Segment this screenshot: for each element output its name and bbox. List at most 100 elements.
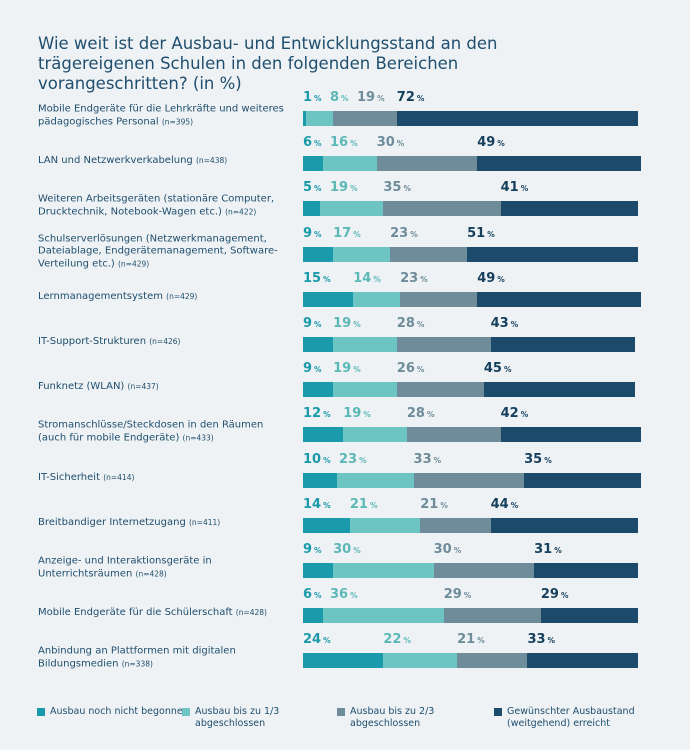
value-number: 51 bbox=[467, 225, 486, 241]
bar-segment bbox=[349, 517, 421, 533]
bar-segment bbox=[303, 608, 324, 624]
category-text: Anbindung an Plattformen mit digitalen B… bbox=[38, 645, 236, 670]
bar-segment bbox=[383, 201, 501, 217]
category-text: Mobile Endgeräte für die Schülerschaft bbox=[38, 606, 233, 618]
legend-label: Ausbau noch nicht begonnen bbox=[50, 706, 189, 717]
value-number: 21 bbox=[420, 496, 439, 512]
sample-size: (n=428) bbox=[135, 569, 167, 578]
bar-segment bbox=[333, 111, 397, 126]
value-number: 19 bbox=[333, 316, 352, 331]
value-number: 49 bbox=[477, 270, 496, 286]
sample-size: (n=429) bbox=[166, 291, 198, 301]
category-text: Lernmanagementsystem bbox=[38, 290, 163, 302]
value-label: 21% bbox=[350, 497, 378, 512]
value-unit: % bbox=[314, 320, 322, 329]
value-number: 19 bbox=[357, 90, 376, 105]
value-number: 16 bbox=[330, 135, 349, 151]
legend-item: Ausbau noch nicht begonnen bbox=[37, 706, 190, 718]
value-number: 28 bbox=[396, 316, 415, 331]
value-number: 36 bbox=[330, 587, 349, 603]
value-label: 21% bbox=[457, 632, 485, 647]
value-label: 49% bbox=[477, 135, 505, 150]
value-label: 30% bbox=[333, 542, 361, 557]
value-number: 19 bbox=[343, 406, 362, 422]
bar-segment bbox=[323, 156, 377, 172]
value-unit: % bbox=[314, 365, 322, 375]
value-number: 42 bbox=[500, 406, 519, 422]
category-text: IT-Support-Strukturen bbox=[38, 335, 147, 347]
value-label: 6% bbox=[303, 587, 322, 602]
value-unit: % bbox=[323, 636, 331, 646]
value-unit: % bbox=[373, 274, 381, 284]
value-number: 19 bbox=[330, 180, 349, 196]
bar-segment bbox=[343, 427, 407, 443]
bar-segment bbox=[477, 156, 642, 172]
sample-size: (n=433) bbox=[182, 433, 214, 443]
value-label: 9% bbox=[303, 361, 322, 376]
value-unit: % bbox=[510, 320, 519, 329]
category-label: Anzeige- und Interaktionsgeräte in Unter… bbox=[38, 556, 290, 581]
sample-size: (n=411) bbox=[188, 517, 221, 527]
value-number: 21 bbox=[349, 496, 368, 512]
value-number: 6 bbox=[303, 135, 313, 151]
bar-segment bbox=[303, 427, 344, 443]
value-number: 14 bbox=[353, 270, 372, 286]
value-number: 9 bbox=[303, 316, 313, 331]
sample-size: (n=428) bbox=[235, 607, 267, 617]
category-label: Breitbandiger Internetzugang (n=411) bbox=[38, 517, 290, 530]
value-unit: % bbox=[477, 636, 485, 646]
bar-segment bbox=[303, 201, 320, 217]
value-number: 45 bbox=[483, 361, 502, 377]
value-number: 8 bbox=[330, 90, 340, 105]
bar-segment bbox=[524, 472, 642, 488]
bar-segment bbox=[443, 608, 541, 624]
bar-segment bbox=[457, 653, 528, 669]
bar-segment bbox=[396, 337, 491, 352]
value-number: 22 bbox=[383, 632, 402, 648]
value-unit: % bbox=[497, 274, 505, 284]
category-label: Mobile Endgeräte für die Lehrkräfte und … bbox=[38, 104, 290, 129]
value-label: 29% bbox=[444, 587, 472, 602]
value-unit: % bbox=[403, 636, 411, 646]
value-label: 9% bbox=[303, 316, 322, 331]
value-number: 26 bbox=[396, 361, 415, 377]
category-text: Breitbandiger Internetzugang bbox=[38, 516, 186, 528]
legend-item: Ausbau bis zu 2/3 abgeschlossen bbox=[337, 706, 490, 730]
bar-segment bbox=[500, 201, 638, 217]
bar-segment bbox=[303, 246, 334, 262]
value-label: 33% bbox=[414, 452, 442, 467]
legend-swatch bbox=[337, 708, 345, 716]
bar-segment bbox=[540, 608, 638, 624]
category-label: Schulserverlösungen (Netzwerkmanagement,… bbox=[38, 233, 290, 271]
value-number: 29 bbox=[540, 587, 559, 603]
bar-segment bbox=[303, 156, 324, 172]
value-unit: % bbox=[323, 410, 331, 420]
value-unit: % bbox=[353, 365, 361, 375]
value-unit: % bbox=[314, 184, 322, 194]
value-unit: % bbox=[314, 591, 322, 601]
value-number: 30 bbox=[433, 542, 452, 557]
value-number: 14 bbox=[303, 496, 322, 512]
value-unit: % bbox=[359, 455, 367, 465]
bar-segment bbox=[490, 337, 635, 352]
value-unit: % bbox=[420, 274, 428, 284]
value-label: 42% bbox=[501, 406, 529, 421]
value-label: 1% bbox=[303, 90, 322, 105]
value-unit: % bbox=[426, 410, 435, 420]
value-label: 10% bbox=[303, 452, 331, 467]
bar-segment bbox=[477, 291, 642, 307]
sample-size: (n=426) bbox=[149, 336, 181, 346]
value-unit: % bbox=[547, 636, 556, 646]
value-label: 23% bbox=[400, 271, 428, 286]
value-unit: % bbox=[463, 591, 472, 601]
value-number: 43 bbox=[490, 316, 509, 331]
bar-segment bbox=[527, 653, 638, 669]
value-label: 12% bbox=[303, 406, 331, 421]
legend-label: Ausbau bis zu 2/3 abgeschlossen bbox=[350, 706, 435, 729]
value-unit: % bbox=[353, 320, 361, 329]
sample-size: (n=437) bbox=[127, 381, 159, 391]
category-label: Mobile Endgeräte für die Schülerschaft (… bbox=[38, 607, 290, 620]
value-label: 19% bbox=[343, 406, 371, 421]
value-unit: % bbox=[403, 184, 411, 194]
